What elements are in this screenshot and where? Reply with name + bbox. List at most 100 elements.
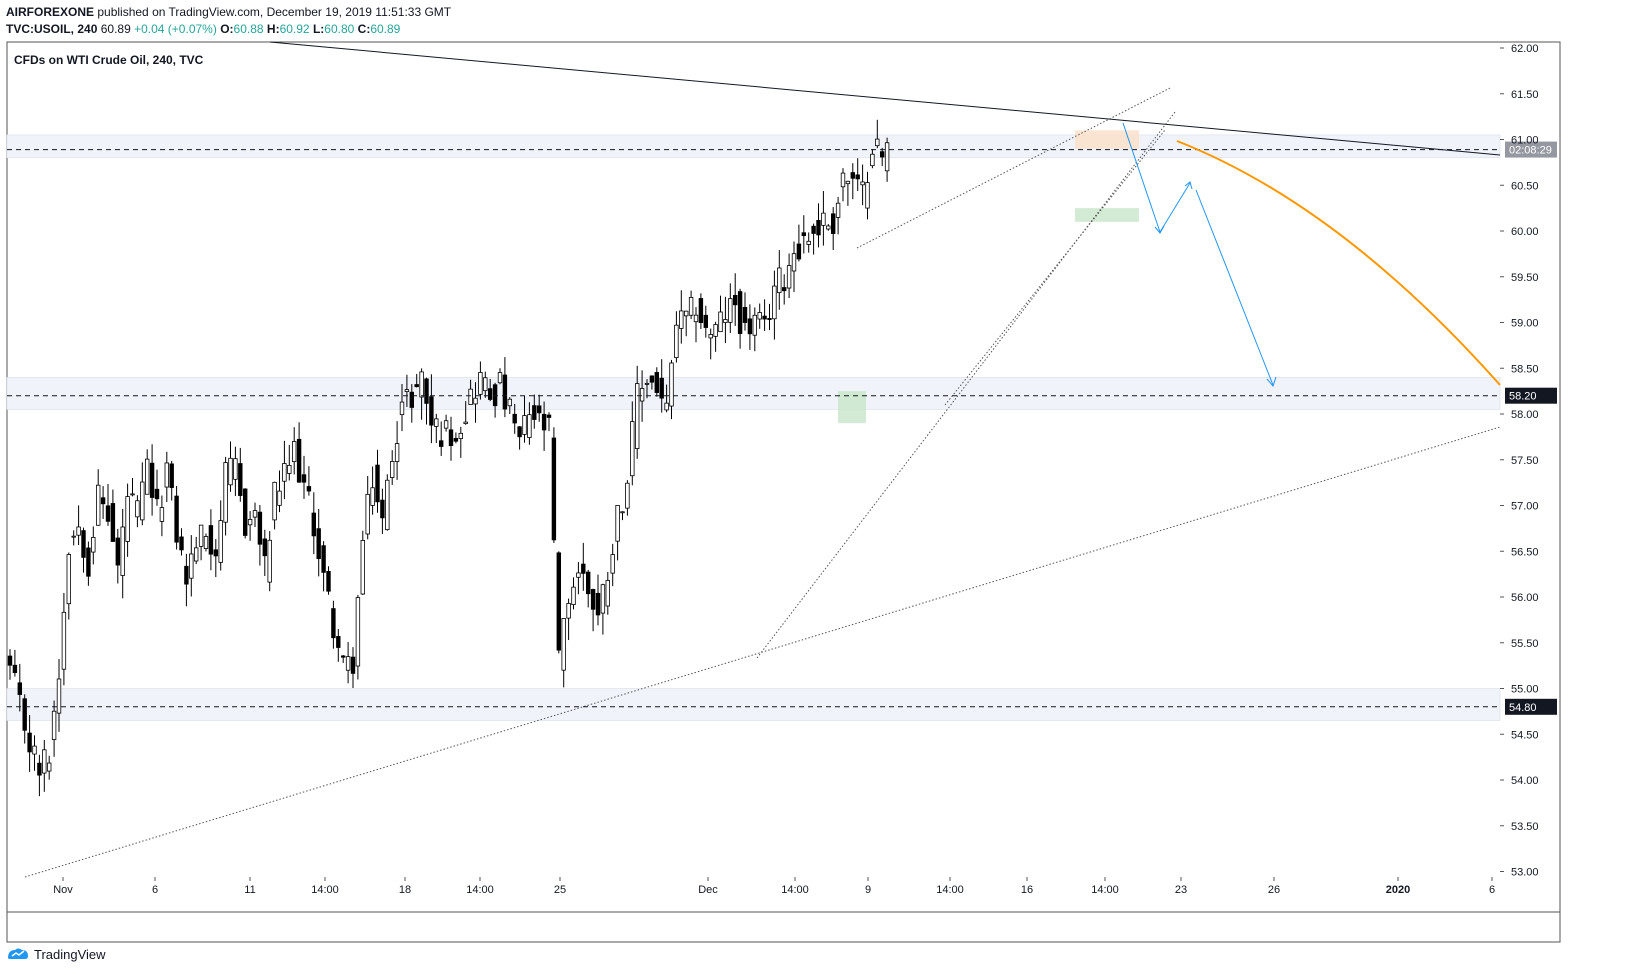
candle-body [723,319,728,323]
candle-body [659,377,664,399]
demand-box [1075,208,1139,222]
candle-body [434,418,439,427]
time-tick-label: 6 [1489,884,1495,896]
candle-body [546,414,552,418]
candle-body [742,307,748,323]
candle-body [590,589,596,610]
candle-body [213,549,218,557]
candle-body [635,383,640,449]
candle-body [581,563,586,574]
candle-body [688,297,694,316]
candle-body [835,202,841,218]
price-tick-label: 61.00 [1511,135,1539,147]
candle-body [737,291,743,334]
candle-body [355,597,361,667]
brand-name: TradingView [34,946,106,962]
candle-body [679,310,684,329]
candle-body [228,457,233,486]
high-label: H: [266,22,280,36]
candle-body [438,440,444,447]
candle-body [110,503,116,542]
time-tick-label: 14:00 [466,884,494,896]
time-axis[interactable]: Nov 6 11 14:00 18 14:00 25 Dec 14:00 9 14:00 16 14:0… [53,877,1495,896]
candle-body [389,461,395,478]
level-label-box [1505,141,1557,158]
candle-body [409,391,414,408]
arrow-head [1266,376,1277,387]
candle-body [66,554,71,605]
price-tick-label: 60.00 [1511,226,1539,238]
zone-band [6,688,1501,721]
candle-body [184,565,189,585]
candle-body [71,535,76,538]
candle-body [674,324,679,358]
candle-body [47,762,52,772]
candle-body [453,438,459,442]
price-tick-label: 61.50 [1511,89,1539,101]
price-tick-label: 56.00 [1511,592,1539,604]
price-tick-label: 62.00 [1511,43,1539,55]
candle-body [296,438,302,483]
price-axis[interactable]: 62.00 61.50 61.00 60.50 60.00 59.50 59.00 58.50… [1500,43,1539,879]
candle-body [394,443,400,462]
time-tick-label: 26 [1268,884,1280,896]
candle-body [767,318,772,320]
candle-body [61,611,67,670]
candle-body [144,458,150,495]
candle-body [483,377,488,392]
candle-body [375,464,380,503]
candle-body [287,464,292,474]
channel-upper-line [856,87,1171,249]
horizontal-levels: 02:08:29 58.20 54.80 [7,141,1557,715]
candle-body [855,174,860,180]
candle-body [414,384,419,388]
price-tick-label: 59.00 [1511,318,1539,330]
level-label-box [1505,387,1557,404]
price-tick-label: 59.50 [1511,272,1539,284]
candle-body [208,525,214,555]
level-label: 58.20 [1509,391,1537,403]
projection-path [1195,189,1274,386]
author-name[interactable]: AIRFOREXONE [6,5,95,19]
candle-body [796,243,802,260]
tradingview-brand[interactable]: TradingView [6,946,106,962]
price-tick-label: 57.50 [1511,455,1539,467]
candle-body [507,398,512,407]
candle-body [56,678,62,714]
candle-body [468,388,473,405]
candle-body [252,510,258,518]
candle-body [257,511,263,545]
interval-label: 240 [77,22,98,36]
candle-body [100,497,106,505]
candle-body [385,479,390,531]
candle-body [669,362,674,407]
candle-body [169,463,174,488]
candle-body [96,484,101,526]
candle-body [875,138,880,147]
candle-body [522,415,527,435]
candle-body [630,421,635,477]
candle-body [135,500,140,518]
time-tick-label: 6 [152,884,158,896]
supply-box [1075,130,1139,149]
candle-body [350,656,356,674]
candle-body [791,253,797,272]
candle-body [27,732,32,753]
candle-body [331,608,336,639]
time-tick-label: 18 [399,884,411,896]
candle-body [625,482,630,509]
projection-drawings [1122,122,1501,387]
candle-body [586,571,591,595]
low-label: L: [312,22,325,36]
candle-body [865,182,870,209]
price-tick-label: 57.00 [1511,501,1539,513]
resistance-trendline [269,41,1501,156]
candle-body [105,505,111,522]
long-support-trendline [24,426,1501,878]
candle-body [811,225,816,234]
time-tick-label: 9 [865,884,871,896]
candle-body [424,378,429,404]
symbol-name[interactable]: TVC:USOIL [6,22,71,36]
candle-body [154,488,160,500]
